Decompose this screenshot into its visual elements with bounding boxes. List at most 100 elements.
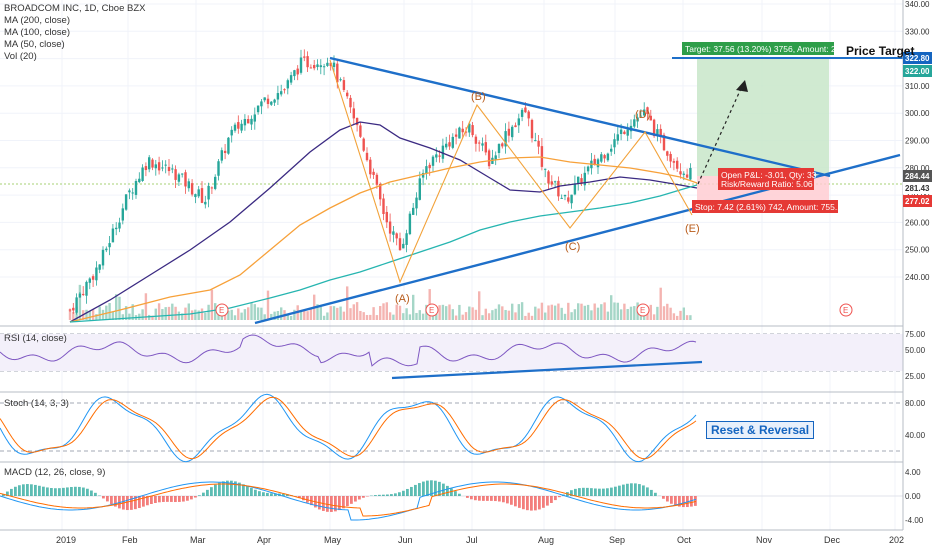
earnings-marker bbox=[636, 303, 650, 317]
volume-bar bbox=[379, 306, 382, 320]
macd-histogram-bar bbox=[534, 496, 537, 511]
macd-histogram-bar bbox=[378, 494, 381, 496]
volume-bar bbox=[669, 307, 672, 320]
price-badge-label: 277.02 bbox=[905, 197, 930, 206]
legend-volume[interactable]: Vol (20) bbox=[4, 51, 37, 62]
volume-bar bbox=[392, 314, 395, 320]
volume-bar bbox=[372, 307, 375, 320]
stoch-title[interactable]: Stoch (14, 3, 3) bbox=[4, 398, 69, 409]
volume-bar bbox=[458, 304, 461, 320]
candle-body bbox=[306, 56, 309, 68]
macd-histogram-bar bbox=[530, 496, 533, 511]
stop-text: Stop: 7.42 (2.61%) 742, Amount: 755.14 bbox=[695, 202, 847, 212]
candle-body bbox=[474, 136, 478, 144]
macd-histogram-bar bbox=[582, 487, 585, 496]
volume-bar bbox=[593, 303, 596, 320]
legend-ma100[interactable]: MA (100, close) bbox=[4, 27, 70, 38]
volume-bar bbox=[586, 304, 590, 320]
upper-trendline bbox=[329, 56, 831, 178]
macd-histogram-bar bbox=[414, 484, 417, 496]
volume-bar bbox=[329, 306, 332, 320]
candle-body bbox=[511, 126, 514, 138]
macd-histogram-bar bbox=[106, 496, 109, 502]
macd-histogram-bar bbox=[606, 488, 609, 496]
chart-annotations: (A) (B) (C) (D) (E) E E E E Target: 37.56 (13.20%… bbox=[215, 42, 862, 317]
macd-histogram-bar bbox=[154, 496, 157, 503]
legend-ma200[interactable]: MA (200, close) bbox=[4, 15, 70, 26]
wave-label: (C) bbox=[565, 241, 580, 253]
earnings-marker bbox=[215, 303, 229, 317]
macd-histogram-bar bbox=[550, 496, 553, 503]
macd-histogram-bar bbox=[262, 492, 265, 496]
macd-histogram-bar bbox=[222, 481, 225, 496]
candle-body bbox=[405, 233, 408, 245]
legend-ma50[interactable]: MA (50, close) bbox=[4, 39, 65, 50]
volume-bar bbox=[590, 310, 593, 320]
volume-bar bbox=[289, 315, 293, 320]
candle-body bbox=[101, 249, 105, 266]
ma50-line bbox=[69, 184, 698, 323]
volume-bar bbox=[633, 306, 636, 320]
volume-bar bbox=[164, 307, 167, 320]
candle-body bbox=[682, 173, 685, 175]
candle-body bbox=[108, 243, 111, 248]
macd-histogram-bar bbox=[10, 488, 13, 496]
macd-title[interactable]: MACD (12, 26, close, 9) bbox=[4, 467, 106, 478]
macd-histogram-bar bbox=[510, 496, 513, 505]
candle-body bbox=[497, 144, 501, 153]
candle-body bbox=[402, 243, 405, 249]
price-axis[interactable]: 340.00330.00320.00310.00300.00290.00280.… bbox=[56, 0, 932, 550]
candle-body bbox=[266, 98, 270, 104]
volume-bar bbox=[666, 303, 669, 320]
candle-body bbox=[184, 172, 187, 187]
candle-body bbox=[256, 105, 260, 113]
macd-histogram-bar bbox=[6, 491, 9, 496]
candle-body bbox=[573, 183, 577, 195]
wave-pattern bbox=[329, 59, 693, 284]
candle-body bbox=[619, 129, 623, 135]
macd-histogram-bar bbox=[374, 495, 377, 496]
candle-body bbox=[91, 276, 95, 280]
volume-bar bbox=[441, 304, 445, 320]
candle-body bbox=[157, 162, 161, 171]
volume-bar bbox=[365, 315, 369, 320]
volume-bar bbox=[580, 303, 583, 320]
price-badge bbox=[903, 52, 932, 64]
volume-bar bbox=[111, 311, 115, 320]
rsi-title[interactable]: RSI (14, close) bbox=[4, 333, 67, 344]
macd-histogram-bar bbox=[438, 481, 441, 496]
wave-label: (D) bbox=[635, 109, 650, 121]
candle-body bbox=[520, 109, 524, 117]
risk-reward-text: Risk/Reward Ratio: 5.06 bbox=[721, 179, 813, 189]
candle-body bbox=[540, 146, 544, 167]
volume-bar bbox=[388, 312, 392, 320]
chart-legend: BROADCOM INC, 1D, Cboe BZX MA (200, clos… bbox=[4, 3, 145, 63]
candle-body bbox=[283, 89, 286, 91]
macd-histogram-bar bbox=[430, 480, 433, 496]
macd-histogram-bar bbox=[74, 486, 77, 496]
macd-histogram-bar bbox=[578, 488, 581, 496]
wave-label: (A) bbox=[395, 293, 410, 305]
macd-histogram-bar bbox=[138, 496, 141, 509]
volume-bar bbox=[431, 315, 435, 320]
macd-histogram-bar bbox=[618, 485, 621, 496]
volume-bar bbox=[207, 304, 210, 320]
macd-histogram-bar bbox=[346, 496, 349, 507]
macd-histogram-bar bbox=[542, 496, 545, 508]
candle-body bbox=[309, 67, 313, 69]
volume-bar bbox=[468, 306, 471, 320]
macd-histogram-bar bbox=[358, 496, 361, 500]
candlesticks bbox=[68, 49, 692, 315]
volume-bar bbox=[276, 310, 280, 320]
candle-body bbox=[626, 129, 629, 136]
candle-body bbox=[659, 128, 662, 136]
macd-histogram-bar bbox=[42, 486, 45, 496]
candle-body bbox=[237, 122, 240, 129]
candle-body bbox=[679, 171, 682, 175]
macd-histogram-bar bbox=[646, 487, 649, 496]
candle-body bbox=[623, 131, 626, 135]
macd-histogram-bar bbox=[574, 488, 577, 496]
volume-bar bbox=[91, 309, 95, 320]
candle-body bbox=[148, 157, 151, 170]
